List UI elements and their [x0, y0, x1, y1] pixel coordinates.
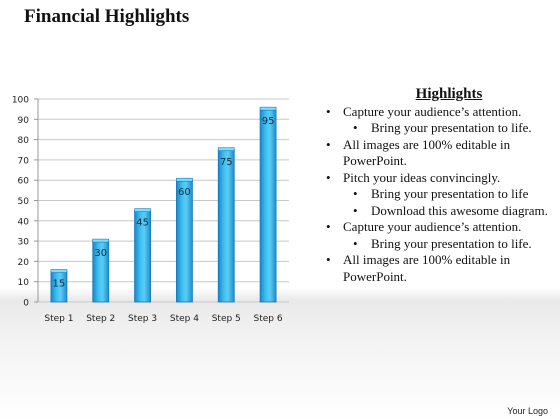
- bar-cap-5: [217, 147, 235, 152]
- highlight-item: Bring your presentation to life.: [326, 236, 552, 253]
- highlight-item: Pitch your ideas convincingly.: [326, 170, 552, 187]
- x-tick-label: Step 2: [86, 314, 115, 324]
- bar-cap-2: [92, 238, 110, 243]
- bar-6: [259, 108, 277, 303]
- slide-title: Financial Highlights: [24, 6, 190, 27]
- highlight-item: All images are 100% editable in PowerPoi…: [326, 137, 552, 170]
- y-tick-label: 90: [18, 116, 30, 126]
- y-axis-ticks: 0 10 20 30 40 50 60 70 80 90 100: [12, 96, 39, 309]
- highlight-item: All images are 100% editable in PowerPoi…: [326, 252, 552, 285]
- bar-cap-6: [259, 106, 277, 111]
- chart-gridlines: [38, 98, 289, 303]
- highlights-list: Capture your audience’s attention.Bring …: [326, 104, 552, 286]
- x-tick-label: Step 6: [254, 314, 283, 324]
- x-tick-label: Step 4: [170, 314, 199, 324]
- highlight-item: Bring your presentation to life.: [326, 120, 552, 137]
- y-tick-label: 40: [18, 217, 30, 227]
- x-axis-ticks: Step 1 Step 2 Step 3 Step 4 Step 5 Step 6: [44, 314, 283, 324]
- y-tick-label: 20: [18, 258, 30, 268]
- y-tick-label: 30: [18, 238, 30, 248]
- y-tick-label: 70: [18, 156, 30, 166]
- highlights-heading: Highlights: [415, 86, 483, 102]
- y-tick-label: 0: [23, 299, 29, 309]
- y-tick-label: 10: [18, 278, 30, 288]
- data-label: 95: [262, 116, 275, 127]
- x-tick-label: Step 1: [44, 314, 73, 324]
- y-tick-label: 60: [18, 177, 30, 187]
- data-label: 75: [220, 157, 233, 168]
- x-tick-label: Step 3: [128, 314, 157, 324]
- highlight-item: Capture your audience’s attention.: [326, 104, 552, 121]
- y-tick-label: 100: [12, 96, 29, 106]
- bar-5: [217, 149, 235, 303]
- bar-cap-4: [176, 177, 193, 182]
- chart-bars: 15 30 45 60 75 95: [50, 106, 277, 303]
- x-tick-label: Step 5: [212, 314, 241, 324]
- footer-logo: Your Logo: [507, 406, 548, 416]
- bar-cap-3: [134, 208, 151, 212]
- y-tick-label: 50: [18, 197, 30, 207]
- bar-4: [176, 179, 193, 303]
- data-label: 30: [94, 248, 107, 259]
- data-label: 15: [53, 279, 66, 290]
- data-label: 45: [136, 218, 149, 229]
- y-tick-label: 80: [18, 136, 30, 146]
- highlight-item: Download this awesome diagram.: [326, 203, 552, 220]
- data-label: 60: [178, 187, 191, 198]
- bar-cap-1: [50, 269, 68, 273]
- highlights-panel: Highlights Capture your audience’s atten…: [326, 86, 552, 285]
- bar-chart: 0 10 20 30 40 50 60 70 80 90 100 15 30 45 60 75 95 Step…: [12, 96, 289, 324]
- highlight-item: Capture your audience’s attention.: [326, 219, 552, 236]
- highlight-item: Bring your presentation to life: [326, 186, 552, 203]
